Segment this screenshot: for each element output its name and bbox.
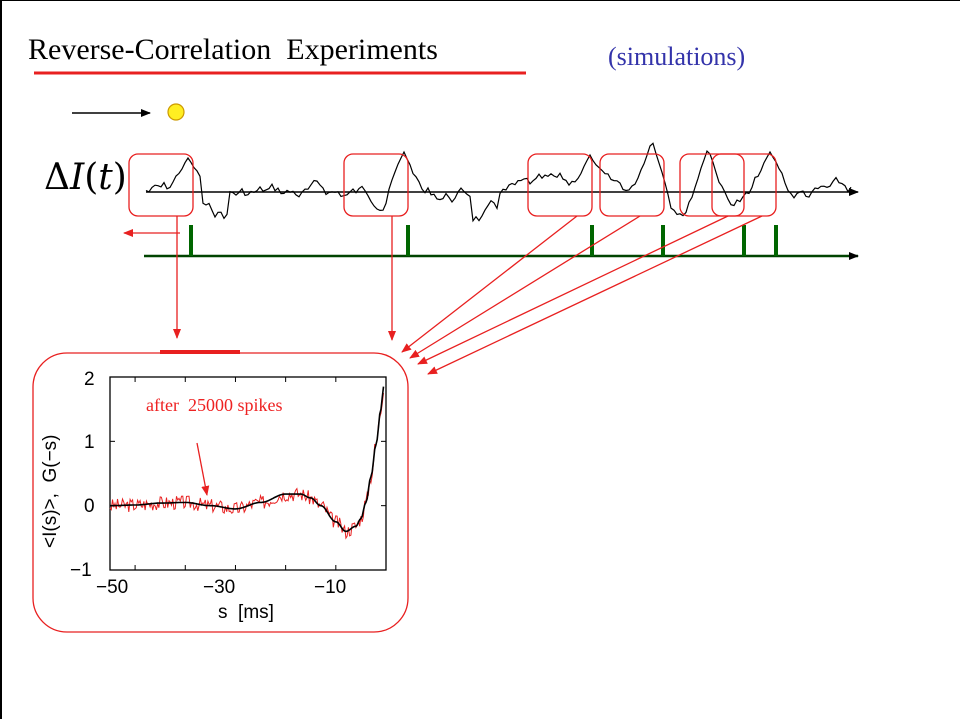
ytick-2: 2 (84, 369, 95, 390)
ytick-1: 1 (84, 432, 95, 453)
stimulus-dot (167, 103, 185, 121)
annotation-arrow (196, 442, 210, 496)
spike-window-6 (711, 153, 777, 217)
window-arrow-3 (401, 215, 578, 353)
signal-trace (145, 142, 852, 223)
xtick-minus50: −50 (96, 577, 128, 598)
y-axis-label: <I(s)>, G(−s) (40, 435, 61, 549)
window-arrow-4 (409, 215, 641, 359)
spike-window-2 (343, 153, 409, 217)
x-axis-label: s [ms] (218, 602, 274, 623)
ytick-minus1: −1 (70, 560, 92, 581)
spike-count-annotation: after 25000 spikes (146, 395, 283, 415)
plot-frame (109, 376, 387, 571)
spike-window-3 (527, 153, 593, 217)
window-arrow-6 (427, 215, 763, 375)
xtick-minus30: −30 (203, 577, 235, 598)
sta-smooth-curve (110, 386, 385, 533)
slide-title: Reverse-Correlation Experiments (28, 33, 438, 66)
spike-window-1 (128, 153, 194, 217)
plot-ticks (110, 376, 386, 571)
ytick-0: 0 (84, 496, 95, 517)
xtick-minus10: −10 (314, 577, 346, 598)
window-arrow-5 (417, 215, 729, 365)
spike-window-4 (599, 153, 665, 217)
delta-i-label: ΔI(t) (44, 157, 127, 198)
slide-subtitle: (simulations) (608, 42, 746, 71)
spike-window-5 (679, 153, 745, 217)
